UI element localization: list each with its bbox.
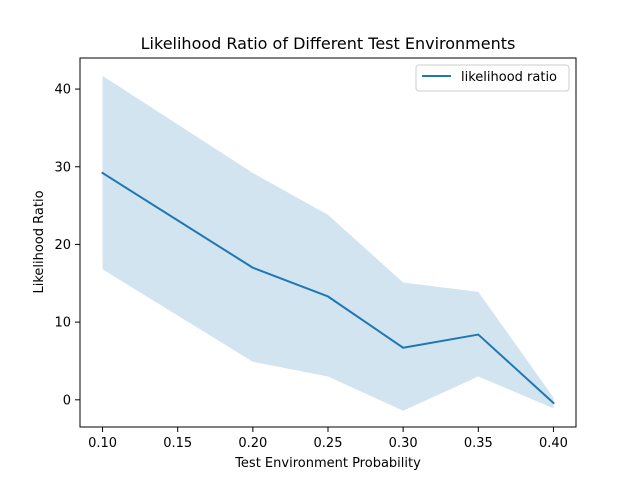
chart-title: Likelihood Ratio of Different Test Envir…	[141, 34, 516, 53]
y-tick-label: 0	[63, 393, 71, 408]
y-axis-label: Likelihood Ratio	[32, 190, 47, 293]
x-axis-label: Test Environment Probability	[234, 456, 421, 471]
legend-label: likelihood ratio	[461, 70, 557, 85]
legend-box	[415, 64, 570, 92]
confidence-band	[102, 75, 554, 411]
y-tick-label: 30	[54, 160, 71, 175]
y-axis: 0 10 20 30 40	[54, 83, 80, 408]
y-tick-label: 10	[54, 316, 71, 331]
y-tick-label: 20	[54, 238, 71, 253]
x-axis: 0.10 0.15 0.20 0.25 0.30 0.35 0.40	[88, 427, 568, 451]
x-tick-label: 0.15	[163, 436, 192, 451]
y-tick-label: 40	[54, 83, 71, 98]
x-tick-label: 0.25	[314, 436, 343, 451]
series-line	[101, 171, 555, 405]
x-tick-label: 0.30	[389, 436, 418, 451]
x-tick-label: 0.40	[539, 436, 568, 451]
plot-area	[101, 75, 555, 411]
legend: likelihood ratio	[415, 64, 570, 92]
x-tick-label: 0.35	[464, 436, 493, 451]
x-tick-label: 0.20	[238, 436, 267, 451]
x-tick-label: 0.10	[88, 436, 117, 451]
